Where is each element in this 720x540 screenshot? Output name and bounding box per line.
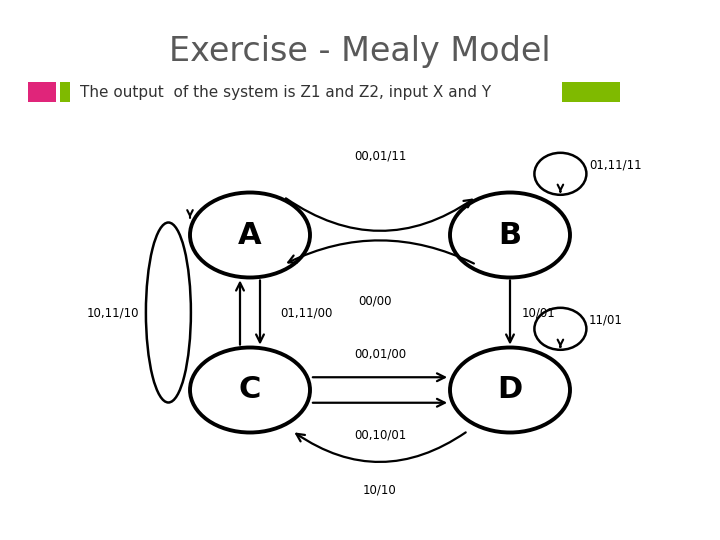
Text: 11/01: 11/01 bbox=[589, 314, 623, 327]
Bar bbox=[28, 82, 56, 102]
Text: 00/00: 00/00 bbox=[359, 294, 392, 307]
Ellipse shape bbox=[190, 192, 310, 278]
Text: 00,01/11: 00,01/11 bbox=[354, 150, 406, 163]
Text: Exercise - Mealy Model: Exercise - Mealy Model bbox=[169, 36, 551, 69]
Bar bbox=[60, 82, 70, 102]
Text: 10,11/10: 10,11/10 bbox=[86, 306, 139, 319]
Text: C: C bbox=[239, 375, 261, 404]
Text: B: B bbox=[498, 220, 521, 249]
Text: A: A bbox=[238, 220, 262, 249]
Text: 00,01/00: 00,01/00 bbox=[354, 347, 406, 360]
Text: 10/01: 10/01 bbox=[522, 306, 556, 319]
Text: 01,11/11: 01,11/11 bbox=[589, 159, 642, 172]
Ellipse shape bbox=[450, 192, 570, 278]
Text: 00,10/01: 00,10/01 bbox=[354, 428, 406, 441]
Text: 01,11/00: 01,11/00 bbox=[280, 306, 333, 319]
Ellipse shape bbox=[450, 348, 570, 433]
Text: 10/10: 10/10 bbox=[363, 483, 397, 496]
Text: D: D bbox=[498, 375, 523, 404]
Bar bbox=[562, 82, 620, 102]
Text: The output  of the system is Z1 and Z2, input X and Y: The output of the system is Z1 and Z2, i… bbox=[80, 84, 491, 99]
Ellipse shape bbox=[190, 348, 310, 433]
